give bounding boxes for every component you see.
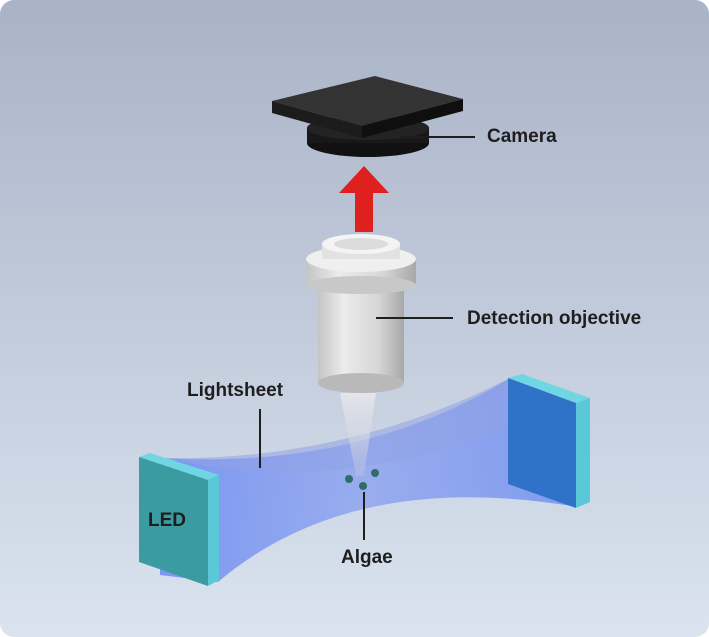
right-panel [508, 374, 590, 508]
camera-label: Camera [487, 126, 557, 147]
lightsheet-label: Lightsheet [187, 380, 284, 401]
camera-icon [272, 76, 463, 157]
detection-cone [340, 393, 376, 476]
detection-objective-label: Detection objective [467, 308, 642, 329]
algae-label: Algae [341, 547, 393, 568]
objective-icon [306, 234, 416, 393]
arrow-up-icon [339, 166, 389, 232]
led-block [139, 453, 219, 586]
algae-dots [345, 469, 379, 490]
leader-lines [259, 136, 475, 540]
led-label: LED [148, 510, 186, 531]
